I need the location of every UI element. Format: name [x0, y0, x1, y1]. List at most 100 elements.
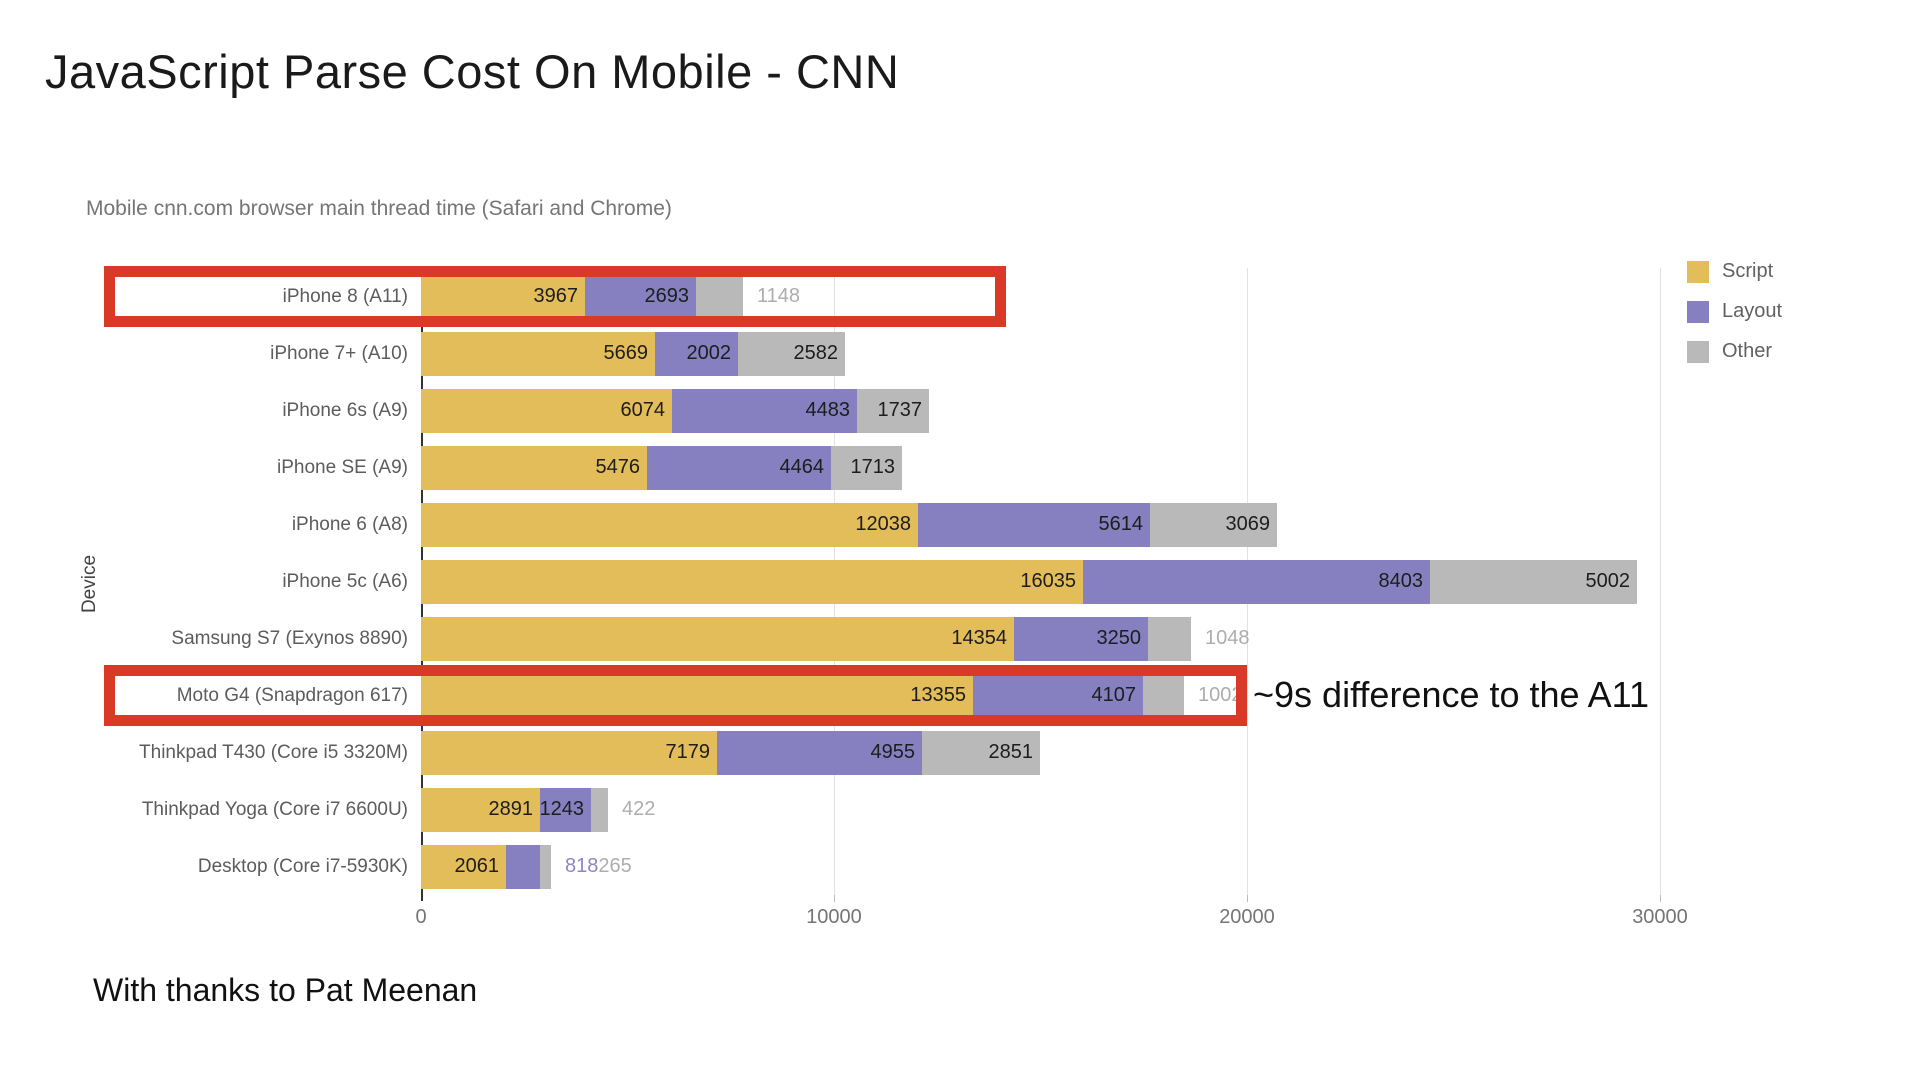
other-segment — [1143, 673, 1184, 718]
bar-row: 14354 3250 1048 — [421, 616, 1250, 661]
legend: Script Layout Other — [1687, 260, 1782, 363]
script-segment: 12038 — [421, 502, 918, 547]
value-label: 8403 — [1378, 570, 1424, 592]
script-segment: 7179 — [421, 730, 717, 775]
value-label: 14354 — [951, 627, 1007, 649]
other-segment — [1148, 616, 1191, 661]
gridline — [1660, 268, 1661, 895]
script-swatch-icon — [1687, 260, 1709, 283]
value-label: 2061 — [454, 855, 500, 877]
script-segment: 3967 — [421, 274, 585, 319]
axis-tick — [1247, 895, 1248, 902]
script-segment: 5476 — [421, 445, 647, 490]
value-label: 2851 — [988, 741, 1034, 763]
layout-segment: 5614 — [918, 502, 1150, 547]
chart-subtitle: Mobile cnn.com browser main thread time … — [86, 197, 672, 220]
value-label: 5476 — [595, 456, 641, 478]
value-label: 1713 — [850, 456, 896, 478]
legend-item-other: Other — [1687, 340, 1782, 363]
script-segment: 6074 — [421, 388, 672, 433]
device-label: iPhone 7+ (A10) — [270, 343, 408, 364]
value-label: 13355 — [910, 684, 966, 706]
bar-row: 5669 2002 2582 — [421, 331, 845, 376]
value-label: 5614 — [1098, 513, 1144, 535]
value-label: 5002 — [1585, 570, 1631, 592]
highlight-box-iphone8 — [104, 266, 1006, 327]
value-label: 6074 — [620, 399, 666, 421]
device-label: iPhone 8 (A11) — [282, 286, 408, 307]
device-label: Desktop (Core i7-5930K) — [197, 856, 408, 877]
value-label: 2002 — [686, 342, 732, 364]
device-label: iPhone 6s (A9) — [282, 400, 408, 421]
other-segment: 1737 — [857, 388, 929, 433]
script-segment: 2891 — [421, 787, 540, 832]
other-segment: 1713 — [831, 445, 902, 490]
device-label: Moto G4 (Snapdragon 617) — [176, 685, 408, 706]
page-title: JavaScript Parse Cost On Mobile - CNN — [45, 45, 900, 98]
script-segment: 16035 — [421, 559, 1083, 604]
bar-row: 12038 5614 3069 — [421, 502, 1277, 547]
other-segment: 3069 — [1150, 502, 1277, 547]
annotation-a11-difference: ~9s difference to the A11 — [1253, 674, 1649, 715]
bar-row: 2891 1243 422 — [421, 787, 656, 832]
x-tick-label: 20000 — [1219, 906, 1275, 928]
bar-row: 13355 4107 1002 — [421, 673, 1243, 718]
layout-segment — [506, 844, 540, 889]
other-segment: 2582 — [738, 331, 845, 376]
device-label: iPhone SE (A9) — [277, 457, 408, 478]
value-label: 4483 — [805, 399, 851, 421]
device-label: Samsung S7 (Exynos 8890) — [171, 628, 408, 649]
value-label-outside: 1002 — [1198, 684, 1243, 706]
value-label: 12038 — [855, 513, 911, 535]
device-label: iPhone 6 (A8) — [291, 514, 408, 535]
value-label-outside: 1048 — [1205, 627, 1250, 649]
layout-segment: 4464 — [647, 445, 831, 490]
value-label: 3250 — [1096, 627, 1142, 649]
bar-row: 7179 4955 2851 — [421, 730, 1040, 775]
device-label: Thinkpad T430 (Core i5 3320M) — [139, 742, 408, 763]
value-label-outside: 1148 — [757, 285, 801, 307]
axis-tick — [1660, 895, 1661, 902]
script-segment: 13355 — [421, 673, 973, 718]
other-segment: 2851 — [922, 730, 1040, 775]
layout-segment: 3250 — [1014, 616, 1148, 661]
bar-row: 5476 4464 1713 — [421, 445, 902, 490]
other-segment — [540, 844, 551, 889]
value-label: 4955 — [870, 741, 916, 763]
legend-label-layout: Layout — [1722, 300, 1783, 322]
legend-label-other: Other — [1722, 340, 1773, 362]
layout-segment: 1243 — [540, 787, 591, 832]
script-segment: 2061 — [421, 844, 506, 889]
other-segment — [696, 274, 743, 319]
value-label: 2693 — [644, 285, 690, 307]
value-label-outside: 422 — [622, 798, 656, 820]
value-label: 3069 — [1225, 513, 1271, 535]
value-label: 4107 — [1091, 684, 1137, 706]
layout-segment: 4483 — [672, 388, 857, 433]
highlight-box-motog4 — [104, 665, 1247, 726]
layout-segment: 2693 — [585, 274, 696, 319]
layout-segment: 8403 — [1083, 559, 1430, 604]
value-label: 5669 — [603, 342, 649, 364]
value-label: 4464 — [779, 456, 825, 478]
legend-item-layout: Layout — [1687, 300, 1782, 323]
other-swatch-icon — [1687, 340, 1709, 363]
layout-segment: 2002 — [655, 331, 738, 376]
legend-label-script: Script — [1722, 260, 1774, 282]
script-segment: 14354 — [421, 616, 1014, 661]
device-label: Thinkpad Yoga (Core i7 6600U) — [141, 799, 408, 820]
layout-segment: 4107 — [973, 673, 1143, 718]
layout-segment: 4955 — [717, 730, 922, 775]
x-tick-label: 10000 — [806, 906, 862, 928]
value-label: 1737 — [877, 399, 923, 421]
x-tick-label: 30000 — [1632, 906, 1688, 928]
layout-swatch-icon — [1687, 300, 1709, 323]
footer-credit: With thanks to Pat Meenan — [93, 972, 478, 1008]
value-label: 16035 — [1020, 570, 1076, 592]
value-label-outside: 818 — [565, 855, 599, 877]
bar-row: 16035 8403 5002 — [421, 559, 1637, 604]
legend-item-script: Script — [1687, 260, 1782, 283]
bar-row: 2061 818 265 — [421, 844, 632, 889]
value-label-outside: 265 — [598, 855, 632, 877]
